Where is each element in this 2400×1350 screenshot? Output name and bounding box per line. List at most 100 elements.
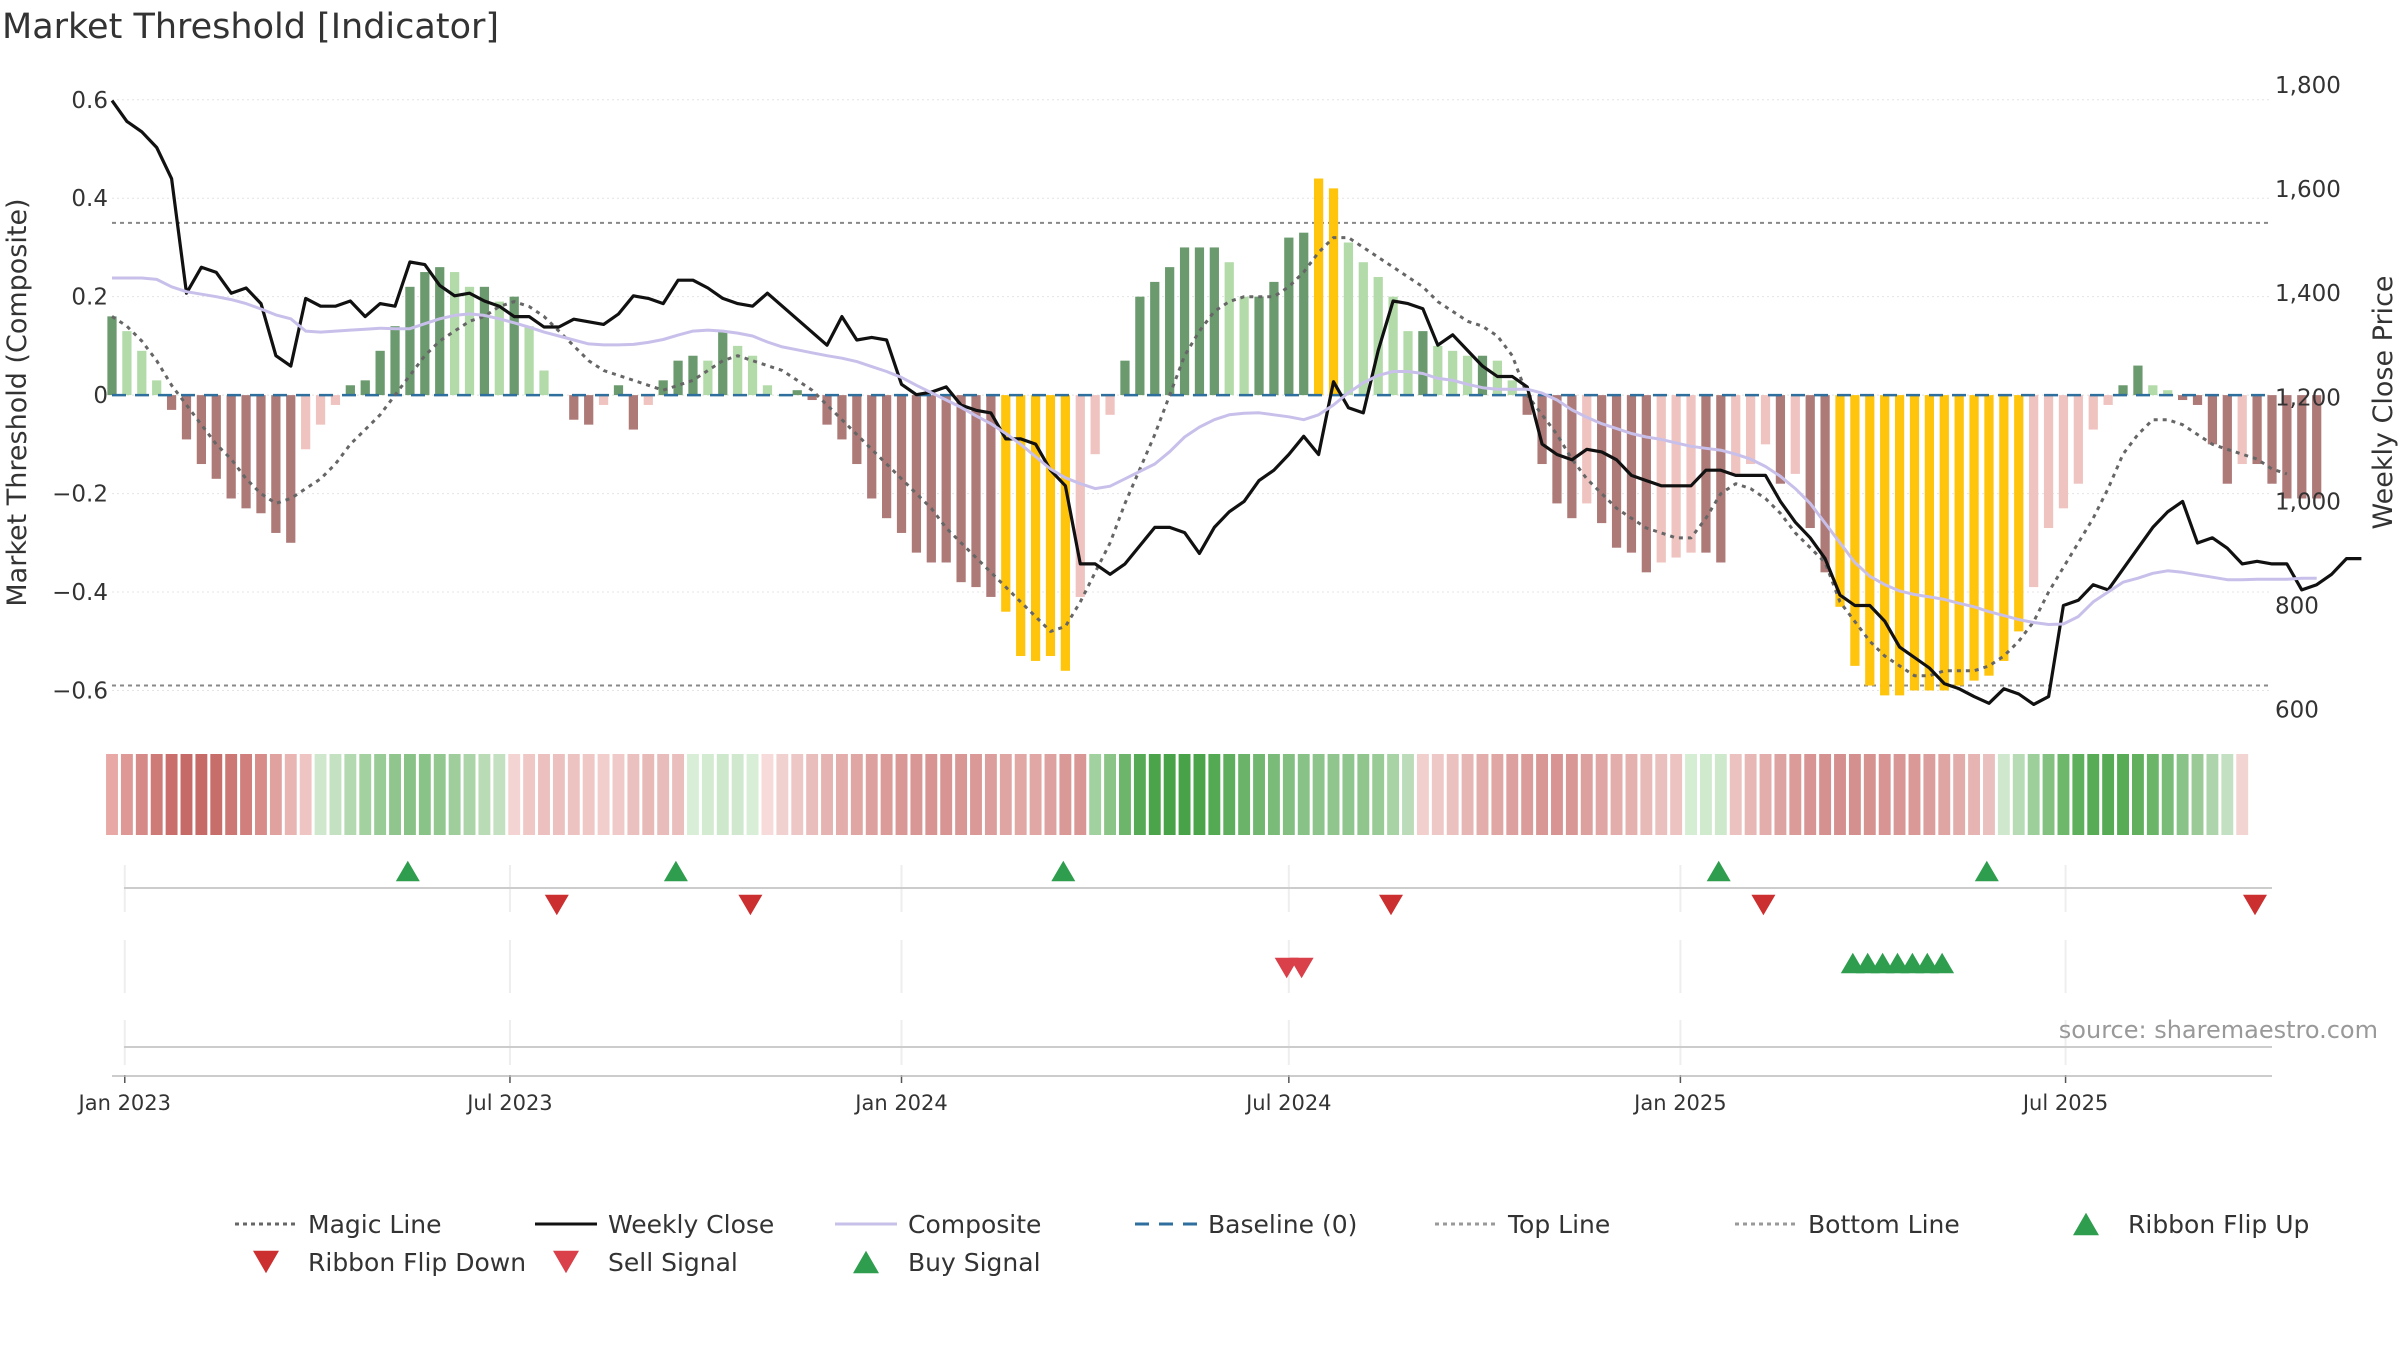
ribbon-cell <box>1670 754 1683 835</box>
ribbon-cell <box>672 754 685 835</box>
histogram-bar <box>2058 395 2069 509</box>
histogram-bars <box>107 178 2322 696</box>
histogram-bar <box>1954 395 1964 686</box>
ribbon-cell <box>1923 754 1936 835</box>
ribbon-cell <box>1178 754 1191 835</box>
ribbon-cell <box>1804 754 1817 835</box>
histogram-bar <box>390 326 400 396</box>
axes: 0.6 0.4 0.2 0 −0.2 −0.4 −0.6 1,800 1,600 1,400 1,2… <box>2 73 2399 724</box>
ribbon-cell <box>1834 754 1846 835</box>
histogram-bar <box>703 360 713 396</box>
histogram-bar <box>1269 281 1279 396</box>
ribbon-cell <box>1476 754 1489 835</box>
ribbon-cell <box>984 754 997 835</box>
histogram-bar <box>1314 178 1324 396</box>
sell-signal-marker <box>1289 957 1314 979</box>
histogram-bar <box>2133 365 2143 396</box>
ribbon-flip-up-marker <box>1051 860 1076 882</box>
histogram-bar <box>986 395 996 597</box>
y-tick-label: −0.6 <box>52 678 108 704</box>
histogram-bar <box>1105 395 1115 415</box>
y2-tick-label: 1,800 <box>2275 73 2341 99</box>
histogram-bar <box>1358 262 1368 396</box>
histogram-bar <box>1656 395 1666 563</box>
ribbon-cell <box>791 754 804 835</box>
ribbon-flip-up-marker <box>395 860 420 882</box>
legend-item: Baseline (0) <box>1135 1210 1357 1239</box>
y-tick-label: 0.2 <box>71 285 108 311</box>
histogram-bar <box>1373 276 1383 396</box>
ribbon-cell <box>1342 754 1355 835</box>
histogram-bar <box>2118 385 2128 396</box>
histogram-bar <box>896 395 907 533</box>
histogram-bar <box>1641 395 1651 573</box>
histogram-bar <box>1477 355 1488 396</box>
histogram-bar <box>1909 395 1920 691</box>
ribbon-cell <box>1521 754 1534 835</box>
legend-label: Top Line <box>1507 1210 1610 1239</box>
x-tick-label: Jul 2025 <box>2021 1091 2108 1115</box>
ribbon-cell <box>1819 754 1832 835</box>
ribbon-cell <box>255 754 267 835</box>
ribbon-cell <box>865 754 878 835</box>
legend-item: Buy Signal <box>853 1248 1041 1277</box>
weekly-close-line <box>110 99 2362 707</box>
ribbon-cell <box>523 754 536 835</box>
histogram-bar <box>2178 395 2188 401</box>
x-tick-label: Jan 2024 <box>853 1091 948 1115</box>
histogram-bar <box>941 395 951 563</box>
y-axis-title: Market Threshold (Composite) <box>2 198 33 606</box>
histogram-bar <box>1075 395 1085 597</box>
ribbon-cell <box>1253 754 1265 835</box>
histogram-bar <box>1775 395 1786 484</box>
histogram-bar <box>1194 247 1205 396</box>
ribbon-cell <box>165 754 178 835</box>
legend-item: Composite <box>835 1210 1041 1239</box>
ribbon-cell <box>1223 754 1236 835</box>
histogram-bar <box>1716 395 1726 563</box>
ribbon-cell <box>403 754 416 835</box>
ribbon-cell <box>806 754 819 835</box>
histogram-bar <box>569 395 579 420</box>
histogram-bar <box>1880 395 1890 696</box>
ribbon-cell <box>1729 754 1742 835</box>
histogram-bar <box>1209 247 1219 396</box>
histogram-bar <box>2222 395 2232 484</box>
ribbon-cell <box>627 754 640 835</box>
ribbon-cell <box>1074 754 1087 835</box>
ribbon-cell <box>2176 754 2189 835</box>
ribbon-cell <box>582 754 595 835</box>
signal-markers <box>395 860 2267 979</box>
ribbon-cell <box>1297 754 1310 835</box>
ribbon-cell <box>1461 754 1474 835</box>
date-axis: Jan 2023 Jul 2023 Jan 2024 Jul 2024 Jan 2025… <box>77 1075 2272 1115</box>
y-tick-label: 0.4 <box>71 186 108 212</box>
ribbon-cell <box>1431 754 1444 835</box>
ribbon-cell <box>567 754 580 835</box>
histogram-bar <box>882 395 892 519</box>
histogram-bar <box>1552 395 1562 504</box>
series-lines <box>110 99 2362 707</box>
ribbon-cell <box>2146 754 2159 835</box>
histogram-bar <box>1016 395 1026 657</box>
histogram-bar <box>1030 395 1041 661</box>
y-tick-label: −0.4 <box>52 580 108 606</box>
histogram-bar <box>1224 262 1234 396</box>
ribbon-cell <box>478 754 491 835</box>
histogram-bar <box>1924 395 1934 691</box>
histogram-bar <box>1299 232 1309 396</box>
legend-label: Sell Signal <box>608 1248 738 1277</box>
ribbon-cell <box>2027 754 2040 835</box>
histogram-bar <box>643 395 653 405</box>
ribbon-cell <box>1759 754 1772 835</box>
ribbon-cell <box>225 754 238 835</box>
histogram-bar <box>166 395 177 410</box>
ribbon-cell <box>2117 754 2129 835</box>
legend-label: Magic Line <box>308 1210 442 1239</box>
ribbon-cell <box>1699 754 1712 835</box>
ribbon-cell <box>210 754 223 835</box>
ribbon-cell <box>1446 754 1459 835</box>
buy-signal-marker <box>1930 952 1955 974</box>
ribbon-cell <box>1878 754 1891 835</box>
legend-label: Buy Signal <box>908 1248 1041 1277</box>
